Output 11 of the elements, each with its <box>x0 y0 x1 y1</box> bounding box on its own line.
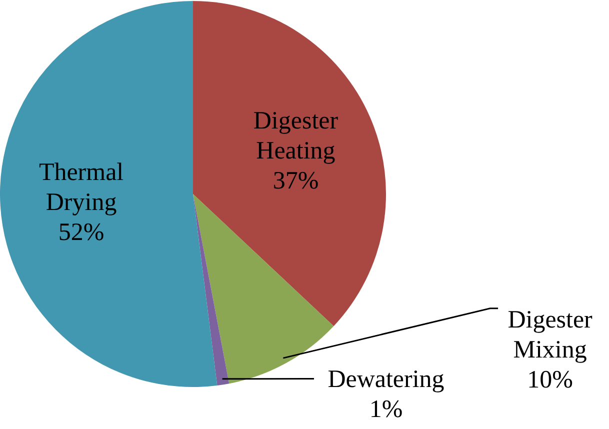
data-label: 1% <box>369 396 403 423</box>
pie-slice <box>193 194 230 386</box>
pie-slice <box>193 1 386 326</box>
slice-label: Digester Heating <box>253 108 339 165</box>
pie-slice <box>0 1 218 387</box>
slice-label: Dewatering <box>328 366 445 393</box>
data-label: 37% <box>272 168 319 195</box>
data-label: 52% <box>58 219 104 246</box>
data-label: 10% <box>527 366 573 394</box>
slice-label: Digester Mixing <box>508 306 594 364</box>
slice-label: Thermal Drying <box>38 159 124 216</box>
